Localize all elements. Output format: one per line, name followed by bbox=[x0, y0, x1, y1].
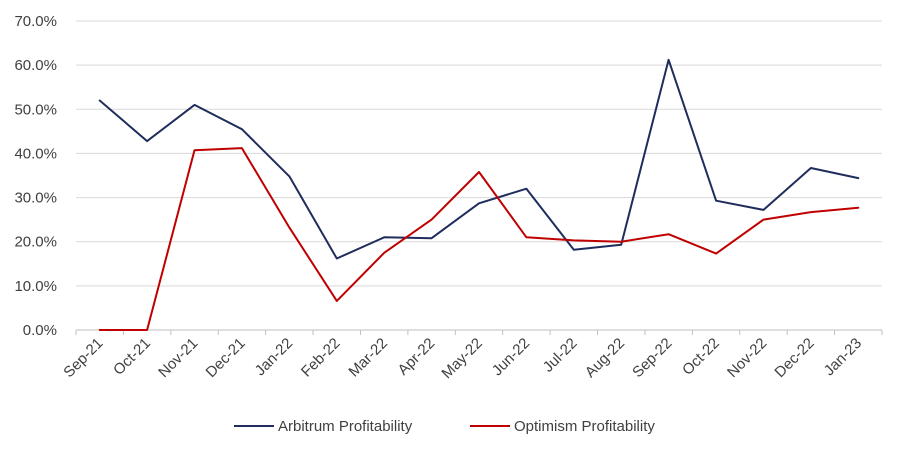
y-tick-label: 0.0% bbox=[23, 322, 57, 339]
y-tick-label: 10.0% bbox=[14, 278, 57, 295]
y-tick-label: 50.0% bbox=[14, 101, 57, 118]
series-line-arbitrum bbox=[98, 58, 860, 260]
y-tick-label: 40.0% bbox=[14, 145, 57, 162]
series-lines bbox=[98, 58, 860, 331]
gridlines bbox=[76, 20, 882, 331]
x-tick-label: Dec-21 bbox=[203, 335, 249, 381]
y-tick-label: 20.0% bbox=[14, 234, 57, 251]
x-tick-label: Jan-22 bbox=[252, 335, 296, 379]
y-tick-label: 60.0% bbox=[14, 57, 57, 74]
legend-label: Optimism Profitability bbox=[514, 418, 655, 435]
x-tick-label: Sep-21 bbox=[60, 335, 106, 381]
x-tick-label: Mar-22 bbox=[345, 335, 391, 381]
legend: Arbitrum Profitability Optimism Profitabi… bbox=[234, 418, 655, 435]
x-tick-label: Dec-22 bbox=[771, 335, 817, 381]
x-tick-label: Oct-21 bbox=[110, 335, 154, 379]
series-line-optimism bbox=[98, 147, 860, 331]
y-tick-label: 30.0% bbox=[14, 190, 57, 207]
y-axis-tick-labels: 0.0% 10.0% 20.0% 30.0% 40.0% 50.0% 60.0% 70.0% bbox=[14, 13, 57, 339]
x-tick-label: Aug-22 bbox=[582, 335, 628, 381]
x-tick-label: Jan-23 bbox=[821, 335, 865, 379]
x-tick-label: Feb-22 bbox=[298, 335, 344, 381]
x-axis-tick-labels: Sep-21 Oct-21 Nov-21 Dec-21 Jan-22 Feb-22 Mar-… bbox=[60, 330, 883, 382]
x-tick-label: Jun-22 bbox=[489, 335, 533, 379]
x-tick-label: May-22 bbox=[438, 335, 485, 382]
x-tick-label: Nov-22 bbox=[724, 335, 770, 381]
legend-label: Arbitrum Profitability bbox=[278, 418, 413, 435]
x-tick-label: Oct-22 bbox=[679, 335, 723, 379]
x-tick-label: Sep-22 bbox=[629, 335, 675, 381]
x-tick-label: Jul-22 bbox=[540, 335, 581, 376]
x-tick-label: Nov-21 bbox=[155, 335, 201, 381]
y-tick-label: 70.0% bbox=[14, 13, 57, 30]
x-tick-label: Apr-22 bbox=[395, 335, 439, 379]
